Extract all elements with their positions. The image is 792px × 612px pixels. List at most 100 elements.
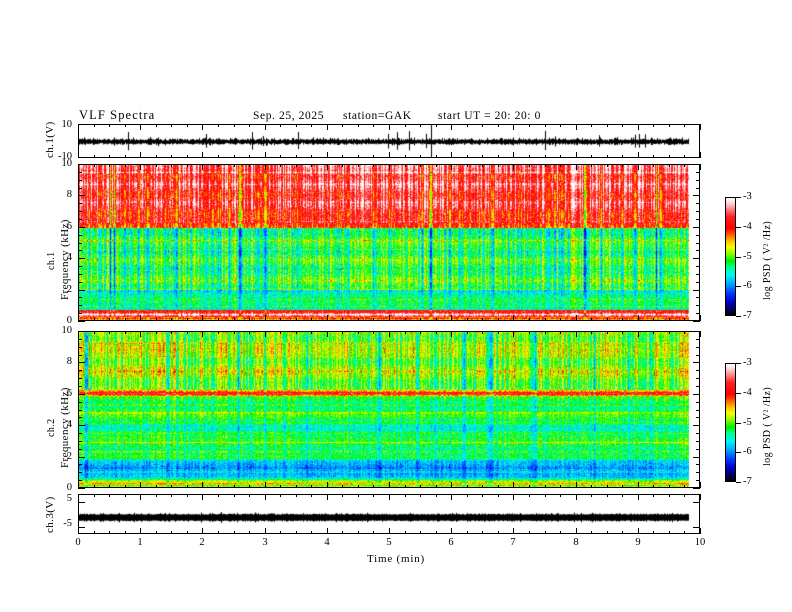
axis-tick	[545, 124, 546, 127]
axis-tick	[125, 485, 126, 488]
axis-tick	[156, 124, 157, 127]
axis-tick	[693, 164, 700, 165]
axis-tick	[696, 480, 700, 481]
axis-tick	[234, 155, 235, 158]
axis-tick	[700, 315, 701, 321]
axis-tick	[653, 155, 654, 158]
axis-tick	[156, 164, 157, 167]
axis-tick	[218, 164, 219, 167]
axis-tick	[218, 494, 219, 497]
axis-tick	[638, 315, 639, 321]
axis-tick	[373, 494, 374, 497]
header-date: Sep. 25, 2025	[253, 110, 325, 122]
axis-tick	[234, 485, 235, 488]
axis-tick	[265, 528, 266, 534]
axis-tick	[78, 235, 82, 236]
x-axis-tick-label: 0	[75, 537, 81, 548]
axis-tick	[78, 464, 82, 465]
axis-tick	[109, 485, 110, 488]
colorbar-tick-label: -5	[743, 251, 752, 262]
axis-tick	[78, 203, 82, 204]
axis-tick	[653, 124, 654, 127]
axis-tick	[78, 164, 79, 170]
x-axis-tick-label: 3	[262, 537, 268, 548]
axis-tick	[249, 531, 250, 534]
axis-tick	[607, 318, 608, 321]
axis-tick	[529, 494, 530, 497]
x-axis-tick-label: 7	[510, 537, 516, 548]
axis-tick	[373, 531, 374, 534]
axis-tick	[560, 164, 561, 167]
axis-tick	[669, 494, 670, 497]
axis-tick	[78, 282, 82, 283]
axis-tick	[529, 124, 530, 127]
axis-tick	[249, 124, 250, 127]
axis-tick	[696, 355, 700, 356]
axis-tick	[78, 347, 82, 348]
axis-tick	[576, 124, 577, 130]
axis-tick	[591, 124, 592, 127]
spec-ytick-label: 10	[61, 325, 73, 336]
axis-tick	[696, 433, 700, 434]
axis-tick	[736, 452, 741, 453]
x-axis-tick-label: 5	[386, 537, 392, 548]
axis-tick	[498, 124, 499, 127]
axis-tick	[420, 494, 421, 497]
axis-tick	[529, 164, 530, 167]
axis-tick	[405, 494, 406, 497]
axis-tick	[405, 124, 406, 127]
spec-ytick-label: 6	[66, 388, 72, 399]
axis-tick	[187, 485, 188, 488]
axis-tick	[296, 164, 297, 167]
axis-tick	[156, 494, 157, 497]
axis-tick	[467, 318, 468, 321]
axis-tick	[171, 485, 172, 488]
axis-tick	[125, 531, 126, 534]
axis-tick	[513, 315, 514, 321]
axis-tick	[94, 531, 95, 534]
axis-tick	[109, 494, 110, 497]
axis-tick	[78, 258, 85, 259]
axis-tick	[156, 331, 157, 334]
axis-tick	[736, 423, 741, 424]
axis-tick	[420, 531, 421, 534]
axis-tick	[358, 318, 359, 321]
axis-tick	[607, 531, 608, 534]
axis-tick	[265, 315, 266, 321]
axis-tick	[156, 485, 157, 488]
axis-tick	[265, 152, 266, 158]
spec-ytick-label: 4	[66, 252, 72, 263]
axis-tick	[545, 494, 546, 497]
axis-tick	[591, 531, 592, 534]
axis-tick	[696, 441, 700, 442]
axis-tick	[545, 164, 546, 167]
axis-tick	[280, 318, 281, 321]
axis-tick	[171, 155, 172, 158]
axis-tick	[94, 331, 95, 334]
axis-tick	[389, 315, 390, 321]
axis-tick	[696, 172, 700, 173]
axis-tick	[78, 274, 82, 275]
axis-tick	[696, 417, 700, 418]
axis-tick	[265, 331, 266, 337]
axis-tick	[684, 494, 685, 497]
axis-tick	[451, 331, 452, 337]
axis-tick	[125, 164, 126, 167]
axis-tick	[467, 155, 468, 158]
axis-tick	[125, 494, 126, 497]
axis-tick	[358, 494, 359, 497]
axis-tick	[311, 124, 312, 127]
axis-tick	[280, 155, 281, 158]
axis-tick	[78, 180, 82, 181]
axis-tick	[249, 494, 250, 497]
axis-tick	[607, 155, 608, 158]
axis-tick	[420, 318, 421, 321]
axis-tick	[311, 331, 312, 334]
spec-ytick-label: 4	[66, 419, 72, 430]
ch3-ytick-5: 5	[66, 493, 72, 504]
axis-tick	[327, 482, 328, 488]
axis-tick	[405, 164, 406, 167]
axis-tick	[576, 528, 577, 534]
axis-tick	[202, 124, 203, 130]
axis-tick	[576, 164, 577, 170]
